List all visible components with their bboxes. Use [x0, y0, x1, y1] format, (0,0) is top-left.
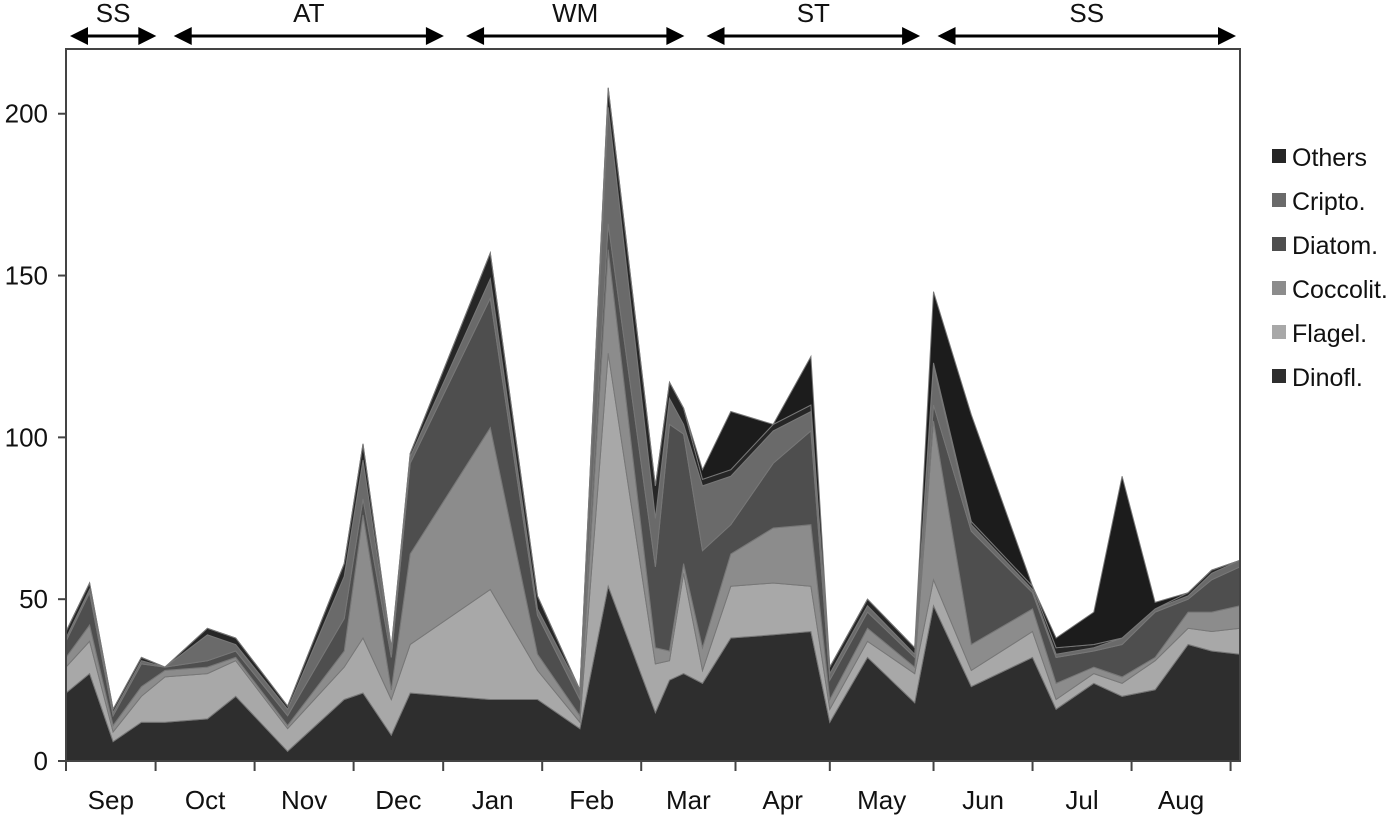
- legend-label-coccolit: Coccolit.: [1292, 276, 1388, 304]
- legend-label-cripto: Cripto.: [1292, 188, 1366, 216]
- legend-swatch: [1272, 281, 1286, 295]
- legend-label-flagel: Flagel.: [1292, 320, 1367, 348]
- season-arrow-head-right: [138, 27, 157, 45]
- season-arrow-head-left: [937, 27, 956, 45]
- season-arrow-head-left: [466, 27, 485, 45]
- x-tick-label-apr: Apr: [762, 785, 803, 815]
- plot-frame: [65, 48, 1241, 762]
- season-arrow-head-right: [902, 27, 921, 45]
- y-tick-label: 50: [19, 584, 48, 614]
- season-label-at: AT: [293, 0, 324, 28]
- x-tick-label-feb: Feb: [569, 785, 614, 815]
- season-arrow-head-right: [1218, 27, 1236, 45]
- axes: 0 50 100 150 200 Sep Oct Nov Dec Jan Feb Mar Apr May J…: [5, 99, 1232, 815]
- legend-swatch: [1272, 149, 1286, 163]
- area-layers: [65, 87, 1241, 762]
- x-tick-label-sep: Sep: [88, 785, 134, 815]
- season-label-wm: WM: [552, 0, 598, 28]
- legend-label-diatom: Diatom.: [1292, 232, 1378, 260]
- season-label-st: ST: [797, 0, 830, 28]
- x-tick-label-jun: Jun: [962, 785, 1004, 815]
- x-tick-label-jan: Jan: [472, 785, 514, 815]
- x-tick-label-aug: Aug: [1158, 785, 1204, 815]
- x-tick-label-oct: Oct: [185, 785, 226, 815]
- x-tick-label-jul: Jul: [1065, 785, 1098, 815]
- season-label-ss: SS: [96, 0, 131, 28]
- season-arrow-head-right: [666, 27, 685, 45]
- x-tick-label-mar: Mar: [666, 785, 711, 815]
- legend: Others Cripto. Diatom. Coccolit. Flagel. Dino…: [1272, 144, 1388, 392]
- season-arrows: SS AT WM ST SS: [70, 0, 1236, 45]
- season-label-ss: SS: [1069, 0, 1104, 28]
- legend-label-others: Others: [1292, 144, 1367, 172]
- season-arrow-head-left: [70, 27, 88, 45]
- y-tick-label: 100: [5, 422, 48, 452]
- season-arrow-head-left: [173, 27, 192, 45]
- season-arrow-head-right: [425, 27, 444, 45]
- y-tick-label: 150: [5, 261, 48, 291]
- legend-swatch: [1272, 193, 1286, 207]
- x-tick-label-may: May: [857, 785, 906, 815]
- x-tick-label-dec: Dec: [375, 785, 421, 815]
- legend-swatch: [1272, 325, 1286, 339]
- y-tick-label: 0: [34, 746, 48, 776]
- x-tick-label-nov: Nov: [281, 785, 327, 815]
- legend-swatch: [1272, 237, 1286, 251]
- y-tick-label: 200: [5, 99, 48, 129]
- season-arrow-head-left: [706, 27, 725, 45]
- legend-label-dinofl: Dinofl.: [1292, 364, 1363, 392]
- legend-swatch: [1272, 369, 1286, 383]
